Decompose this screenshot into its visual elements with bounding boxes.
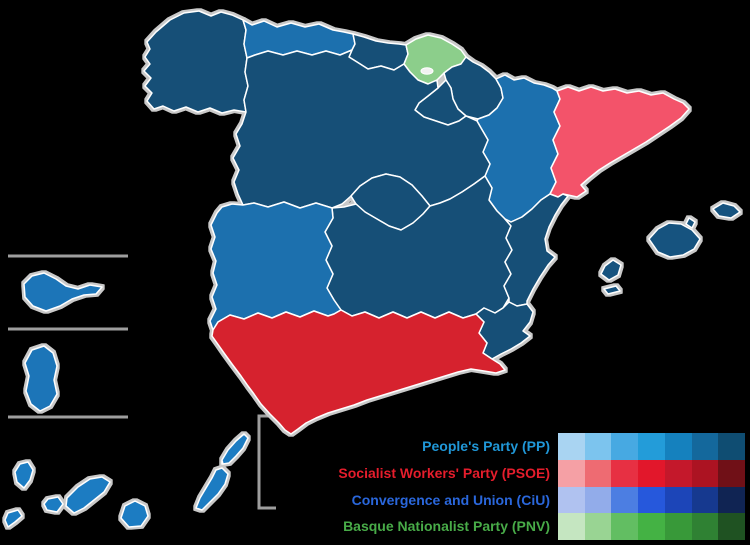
region-galicia: Galicia — PP xyxy=(143,10,249,114)
legend-label-pnv: Basque Nationalist Party (PNV) xyxy=(343,518,550,535)
legend-label-psoe: Socialist Workers' Party (PSOE) xyxy=(338,464,550,481)
legend-swatch xyxy=(558,433,585,460)
legend-label-ciu: Convergence and Union (CiU) xyxy=(351,491,550,508)
legend-swatch xyxy=(691,513,719,540)
legend-swatch xyxy=(718,513,745,540)
legend-swatch xyxy=(638,486,665,514)
legend-swatch xyxy=(638,433,665,460)
legend-swatch xyxy=(611,433,639,460)
legend-swatch xyxy=(664,486,692,514)
map-regions: Galicia — PPAsturias — PPCantabria — PPB… xyxy=(4,10,741,528)
legend-swatch xyxy=(691,433,719,460)
legend-swatch xyxy=(584,486,612,514)
legend-swatch-row-pnv xyxy=(558,513,745,540)
region-andalusia: Andalusia — PSOE xyxy=(211,309,506,435)
legend-swatch-row-ciu xyxy=(558,486,745,514)
legend-swatch xyxy=(611,486,639,514)
legend-swatch xyxy=(584,513,612,540)
region-trevino-enclave xyxy=(420,67,434,75)
region-canary-islands: Canary Islands — PP xyxy=(4,433,249,528)
region-ceuta: Ceuta — PP xyxy=(23,272,103,312)
legend-swatch xyxy=(584,459,612,487)
legend-swatch xyxy=(691,459,719,487)
legend-swatch xyxy=(611,513,639,540)
legend-swatch xyxy=(611,459,639,487)
legend-swatch xyxy=(664,459,692,487)
region-balearic-islands: Balearic Islands — PP xyxy=(600,202,741,295)
legend-swatch xyxy=(664,433,692,460)
region-castile-leon: Castile and Leon — PP xyxy=(232,49,491,209)
legend-swatch xyxy=(664,513,692,540)
legend-swatch xyxy=(638,513,665,540)
legend-swatch xyxy=(584,433,612,460)
region-valencia: Valencian Community — PP xyxy=(503,193,569,307)
legend-label-pp: People's Party (PP) xyxy=(422,438,550,454)
region-melilla: Melilla — PP xyxy=(24,345,58,412)
legend-swatch xyxy=(718,433,745,460)
legend-swatch xyxy=(718,459,745,487)
legend-swatch xyxy=(718,486,745,514)
legend-swatch-row-psoe xyxy=(558,459,745,487)
legend-swatch xyxy=(691,486,719,514)
legend-swatch-row-pp xyxy=(558,433,745,460)
legend-swatch xyxy=(558,459,585,487)
region-extremadura: Extremadura — PP xyxy=(209,201,342,331)
region-catalonia: Catalonia — PSOE xyxy=(549,86,690,198)
legend-swatch xyxy=(558,513,585,540)
legend-swatch xyxy=(638,459,665,487)
legend-swatch xyxy=(558,486,585,514)
